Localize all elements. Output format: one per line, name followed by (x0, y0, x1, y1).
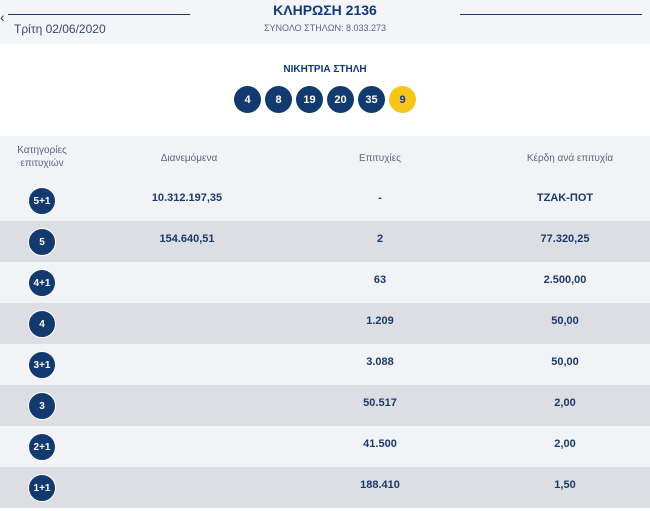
winners-value: 1.209 (366, 315, 394, 327)
table-row: 4 1.209 50,00 (0, 303, 650, 344)
distributed-value: 10.312.197,35 (151, 192, 223, 204)
distributed-value: 154.640,51 (159, 233, 215, 245)
header-distributed: Διανεμόμενα (160, 153, 218, 164)
winners-value: 41.500 (363, 438, 397, 450)
chevron-left-icon[interactable]: ‹ (0, 9, 5, 25)
draw-date: Τρίτη 02/06/2020 (14, 22, 106, 36)
total-columns: ΣΥΝΟΛΟ ΣΤΗΛΩΝ: 8.033.273 (263, 23, 387, 33)
winners-value: 188.410 (360, 479, 400, 491)
draw-header: ‹ Τρίτη 02/06/2020 ΚΛΗΡΩΣΗ 2136 ΣΥΝΟΛΟ Σ… (0, 0, 650, 44)
header-prize: Κέρδη ανά επιτυχία (526, 153, 614, 164)
prize-value: 1,50 (554, 479, 576, 491)
header-winners: Επιτυχίες (359, 153, 401, 164)
prize-value: 2.500,00 (543, 274, 587, 286)
winning-number: 20 (327, 86, 354, 113)
category-badge: 3+1 (28, 351, 56, 379)
prize-value: 50,00 (551, 315, 579, 327)
bonus-number: 9 (389, 86, 416, 113)
winning-number: 35 (358, 86, 385, 113)
table-row: 1+1 188.410 1,50 (0, 467, 650, 508)
prize-value: 50,00 (551, 356, 579, 368)
category-badge: 1+1 (28, 474, 56, 502)
draw-title: ΚΛΗΡΩΣΗ 2136 (273, 2, 377, 18)
category-badge: 2+1 (28, 433, 56, 461)
winning-number: 8 (265, 86, 292, 113)
header-category: Κατηγορίες επιτυχιών (17, 145, 67, 169)
winners-value: 2 (376, 233, 384, 245)
category-badge: 4 (28, 310, 56, 338)
results-table-header: Κατηγορίες επιτυχιών Διανεμόμενα Επιτυχί… (0, 136, 650, 180)
table-row: 4+1 63 2.500,00 (0, 262, 650, 303)
winners-value: - (378, 192, 382, 204)
category-badge: 5+1 (28, 187, 56, 215)
header-divider-right (460, 14, 642, 15)
winning-column-label: ΝΙΚΗΤΡΙΑ ΣΤΗΛΗ (283, 64, 367, 75)
table-row: 5 154.640,51 2 77.320,25 (0, 221, 650, 262)
winners-value: 63 (373, 274, 387, 286)
table-row: 5+1 10.312.197,35 - ΤΖΑΚ-ΠΟΤ (0, 180, 650, 221)
prize-value: ΤΖΑΚ-ΠΟΤ (536, 192, 594, 204)
winning-number: 19 (296, 86, 323, 113)
table-row: 3+1 3.088 50,00 (0, 344, 650, 385)
winning-number: 4 (234, 86, 261, 113)
category-badge: 3 (28, 392, 56, 420)
winners-value: 50.517 (363, 397, 397, 409)
prize-value: 2,00 (554, 438, 576, 450)
category-badge: 5 (28, 228, 56, 256)
table-row: 3 50.517 2,00 (0, 385, 650, 426)
prize-value: 77.320,25 (540, 233, 590, 245)
table-row: 2+1 41.500 2,00 (0, 426, 650, 467)
winning-numbers: 4 8 19 20 35 9 (0, 86, 650, 113)
header-divider-left (8, 14, 190, 15)
winners-value: 3.088 (366, 356, 394, 368)
prize-value: 2,00 (554, 397, 576, 409)
category-badge: 4+1 (28, 269, 56, 297)
